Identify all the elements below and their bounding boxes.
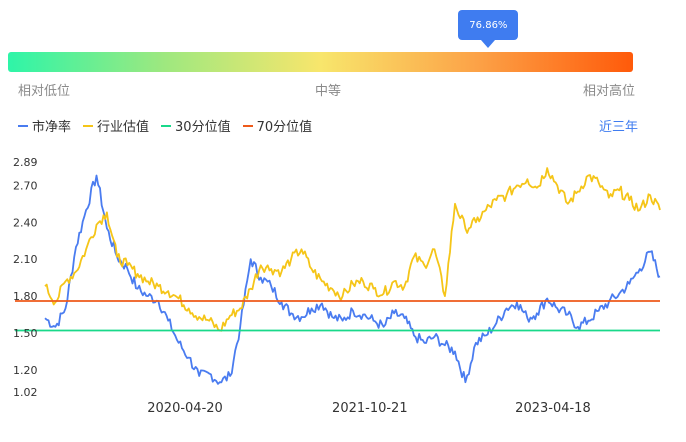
y-tick-label: 2.89	[13, 156, 38, 169]
y-tick-label: 2.70	[13, 179, 38, 192]
legend-swatch	[18, 124, 28, 127]
period-selector[interactable]: 近三年	[599, 120, 639, 135]
legend-item-p30[interactable]: 30分位值	[161, 116, 231, 135]
scale-low-label: 相对低位	[18, 84, 71, 99]
legend-item-pb[interactable]: 市净率	[18, 116, 71, 135]
percentile-gradient-bar	[8, 52, 633, 72]
y-tick-label: 1.20	[13, 364, 38, 377]
scale-mid-label: 中等	[315, 84, 342, 99]
percentile-badge: 76.86%	[458, 10, 519, 40]
y-tick-label: 1.02	[13, 386, 38, 399]
legend-item-industry[interactable]: 行业估值	[83, 116, 149, 135]
y-tick-label: 2.40	[13, 216, 38, 229]
legend-swatch	[161, 124, 172, 127]
legend-label: 行业估值	[97, 120, 150, 135]
x-tick-label: 2023-04-18	[515, 401, 591, 416]
legend-label: 30分位值	[175, 120, 231, 135]
legend-item-p70[interactable]: 70分位值	[242, 116, 313, 135]
legend-swatch	[242, 124, 253, 127]
legend-swatch	[83, 124, 94, 127]
y-tick-label: 2.10	[13, 253, 38, 266]
x-tick-label: 2021-10-21	[332, 401, 408, 416]
pb-series-line	[44, 174, 661, 385]
percentile-badge-pointer	[481, 40, 496, 48]
chart-legend: 市净率 行业估值 30分位值 70分位值	[18, 116, 312, 135]
legend-label: 70分位值	[256, 120, 313, 135]
y-tick-label: 1.50	[13, 327, 38, 340]
scale-high-label: 相对高位	[583, 84, 636, 99]
industry-series-line	[44, 167, 661, 332]
x-tick-label: 2020-04-20	[147, 401, 223, 416]
legend-label: 市净率	[32, 120, 72, 135]
y-tick-label: 1.80	[13, 290, 38, 303]
